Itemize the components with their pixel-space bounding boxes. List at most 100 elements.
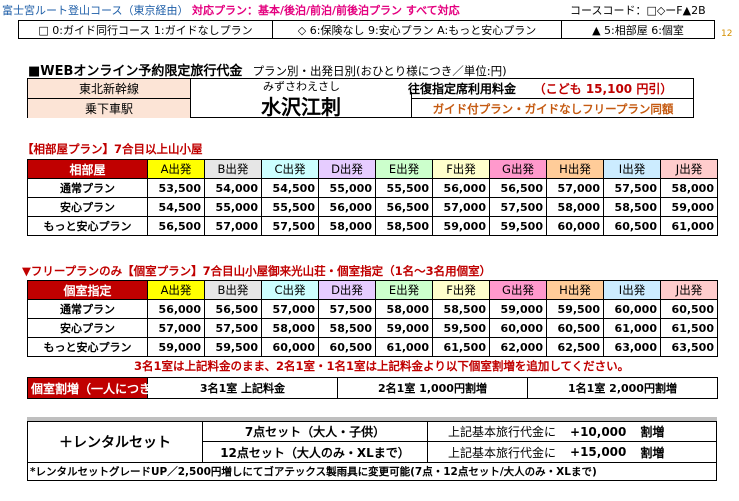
price-cell: 61,000 xyxy=(375,337,433,357)
private-price-table: 個室指定 A出発 B出発 C出発 D出発 E出発 F出発 G出発 H出発 I出発 J出発 通常プラン 5… xyxy=(27,280,718,357)
price-cell: 61,000 xyxy=(660,216,718,236)
surcharge-1: 1名1室 2,000円割増 xyxy=(527,377,718,399)
price-cell: 57,000 xyxy=(204,216,262,236)
rental-label: ＋レンタルセット xyxy=(28,422,203,462)
course-code: コースコード：□◇ーF▲2B xyxy=(570,4,706,17)
web-title-prefix: ■WEBオンライン予約限定旅行代金 xyxy=(28,64,243,79)
private-corner-header: 個室指定 xyxy=(27,280,148,300)
price-cell: 58,000 xyxy=(546,197,604,217)
price-cell: 55,000 xyxy=(318,178,376,198)
same-price-note: ガイド付プラン・ガイドなしフリープラン同額 xyxy=(432,101,674,116)
price-cell: 63,500 xyxy=(660,337,718,357)
code-legend: □ 0:ガイド同行コース 1:ガイドなしプラン ◇ 6:保険なし 9:安心プラン… xyxy=(18,20,715,39)
plan-name: 通常プラン xyxy=(27,299,148,319)
surcharge-table: 個室割増（一人につき） 3名1室 上記料金 2名1室 1,000円割増 1名1室… xyxy=(27,377,718,399)
departure-header: D出発 xyxy=(318,159,376,179)
rental-unit: 割増 xyxy=(640,445,665,460)
price-cell: 56,500 xyxy=(375,197,433,217)
rental-item-price: 上記基本旅行代金に +10,000 割増 xyxy=(428,422,716,442)
price-cell: 59,000 xyxy=(147,337,205,357)
price-cell: 60,000 xyxy=(603,299,661,319)
price-cell: 59,500 xyxy=(432,318,490,338)
web-title-suffix: プラン別・出発日別(おひとり様につき／単位:円) xyxy=(252,64,507,78)
surcharge-label: 個室割増（一人につき） xyxy=(27,377,163,399)
price-cell: 56,500 xyxy=(147,216,205,236)
departure-header: A出発 xyxy=(147,159,205,179)
departure-header: J出発 xyxy=(660,159,718,179)
price-cell: 60,500 xyxy=(318,337,376,357)
line-name: 東北新幹線 xyxy=(28,79,191,99)
price-cell: 60,000 xyxy=(546,216,604,236)
rental-item-price: 上記基本旅行代金に +15,000 割増 xyxy=(428,442,716,462)
price-cell: 56,000 xyxy=(147,299,205,319)
price-cell: 54,000 xyxy=(204,178,262,198)
departure-header: I出発 xyxy=(603,159,661,179)
price-cell: 61,000 xyxy=(603,318,661,338)
rental-box: ＋レンタルセット 7点セット（大人・子供） 12点セット（大人のみ・XLまで） … xyxy=(27,421,717,463)
departure-header: E出発 xyxy=(375,280,433,300)
price-cell: 60,500 xyxy=(603,216,661,236)
price-cell: 58,000 xyxy=(318,216,376,236)
price-cell: 62,500 xyxy=(546,337,604,357)
departure-header: I出発 xyxy=(603,280,661,300)
departure-header: A出発 xyxy=(147,280,205,300)
departure-header: H出発 xyxy=(546,280,604,300)
price-cell: 55,000 xyxy=(204,197,262,217)
departure-header: F出発 xyxy=(432,159,490,179)
price-cell: 60,000 xyxy=(489,318,547,338)
shared-section-title: 【相部屋プラン】7合目以上山小屋 xyxy=(22,142,203,156)
station-label: 乗下車駅 xyxy=(28,99,191,118)
departure-header: H出発 xyxy=(546,159,604,179)
price-cell: 59,000 xyxy=(432,216,490,236)
price-cell: 57,500 xyxy=(489,197,547,217)
price-cell: 59,500 xyxy=(489,216,547,236)
rental-upgrade-note: *レンタルセットグレードUP／2,500円増しにてゴアテックス製雨具に変更可能(… xyxy=(27,463,717,481)
departure-header: G出発 xyxy=(489,280,547,300)
rental-desc: 上記基本旅行代金に xyxy=(448,425,557,439)
fare-label: 往復指定席利用料金 xyxy=(408,79,516,99)
rental-price: +15,000 xyxy=(570,445,627,459)
price-cell: 55,500 xyxy=(261,197,319,217)
price-cell: 54,500 xyxy=(147,197,205,217)
rental-top-bar xyxy=(27,417,717,421)
plan-name: 安心プラン xyxy=(27,197,148,217)
price-cell: 62,000 xyxy=(489,337,547,357)
rental-item-name: 12点セット（大人のみ・XLまで） xyxy=(203,442,428,462)
plan-name: 通常プラン xyxy=(27,178,148,198)
price-cell: 60,000 xyxy=(261,337,319,357)
departure-header: B出発 xyxy=(204,159,262,179)
child-fare: （こども 15,100 円引） xyxy=(512,79,694,99)
price-cell: 59,000 xyxy=(660,197,718,217)
departure-header: B出発 xyxy=(204,280,262,300)
shared-price-table: 相部屋 A出発 B出発 C出発 D出発 E出発 F出発 G出発 H出発 I出発 J出発 通常プラン 53… xyxy=(27,159,718,236)
course-header: 富士宮ルート登山コース（東京経由） 対応プラン：基本/後泊/前泊/前後泊プラン … xyxy=(2,2,720,19)
price-cell: 58,500 xyxy=(432,299,490,319)
rental-unit: 割増 xyxy=(640,425,665,439)
price-cell: 58,000 xyxy=(375,299,433,319)
departure-header: C出発 xyxy=(261,280,319,300)
price-cell: 56,500 xyxy=(489,178,547,198)
page-number: 12 xyxy=(721,29,733,39)
legend-insurance: ◇ 6:保険なし 9:安心プラン A:もっと安心プラン xyxy=(273,21,562,38)
price-cell: 56,500 xyxy=(204,299,262,319)
price-cell: 59,000 xyxy=(489,299,547,319)
station-name: 水沢江刺 xyxy=(191,92,412,119)
price-cell: 59,500 xyxy=(204,337,262,357)
station-info-box: 東北新幹線 乗下車駅 みずさわえさし 水沢江刺 往復指定席利用料金 （こども 1… xyxy=(27,78,694,119)
private-room-note: 3名1室は上記料金のまま、2名1室・1名1室は上記料金より以下個室割増を追加して… xyxy=(134,359,630,373)
price-cell: 59,000 xyxy=(375,318,433,338)
web-price-title: ■WEBオンライン予約限定旅行代金 プラン別・出発日別(おひとり様につき／単位:… xyxy=(28,60,507,79)
plan-name: 安心プラン xyxy=(27,318,148,338)
supported-plans: 対応プラン：基本/後泊/前泊/前後泊プラン すべて対応 xyxy=(191,4,460,17)
departure-header: J出発 xyxy=(660,280,718,300)
price-cell: 58,000 xyxy=(660,178,718,198)
departure-header: D出発 xyxy=(318,280,376,300)
price-cell: 56,000 xyxy=(432,178,490,198)
price-cell: 58,000 xyxy=(261,318,319,338)
legend-guide: □ 0:ガイド同行コース 1:ガイドなしプラン xyxy=(19,21,273,38)
price-cell: 60,500 xyxy=(546,318,604,338)
price-cell: 59,500 xyxy=(546,299,604,319)
surcharge-3: 3名1室 上記料金 xyxy=(147,377,338,399)
price-cell: 57,500 xyxy=(204,318,262,338)
price-cell: 55,500 xyxy=(375,178,433,198)
